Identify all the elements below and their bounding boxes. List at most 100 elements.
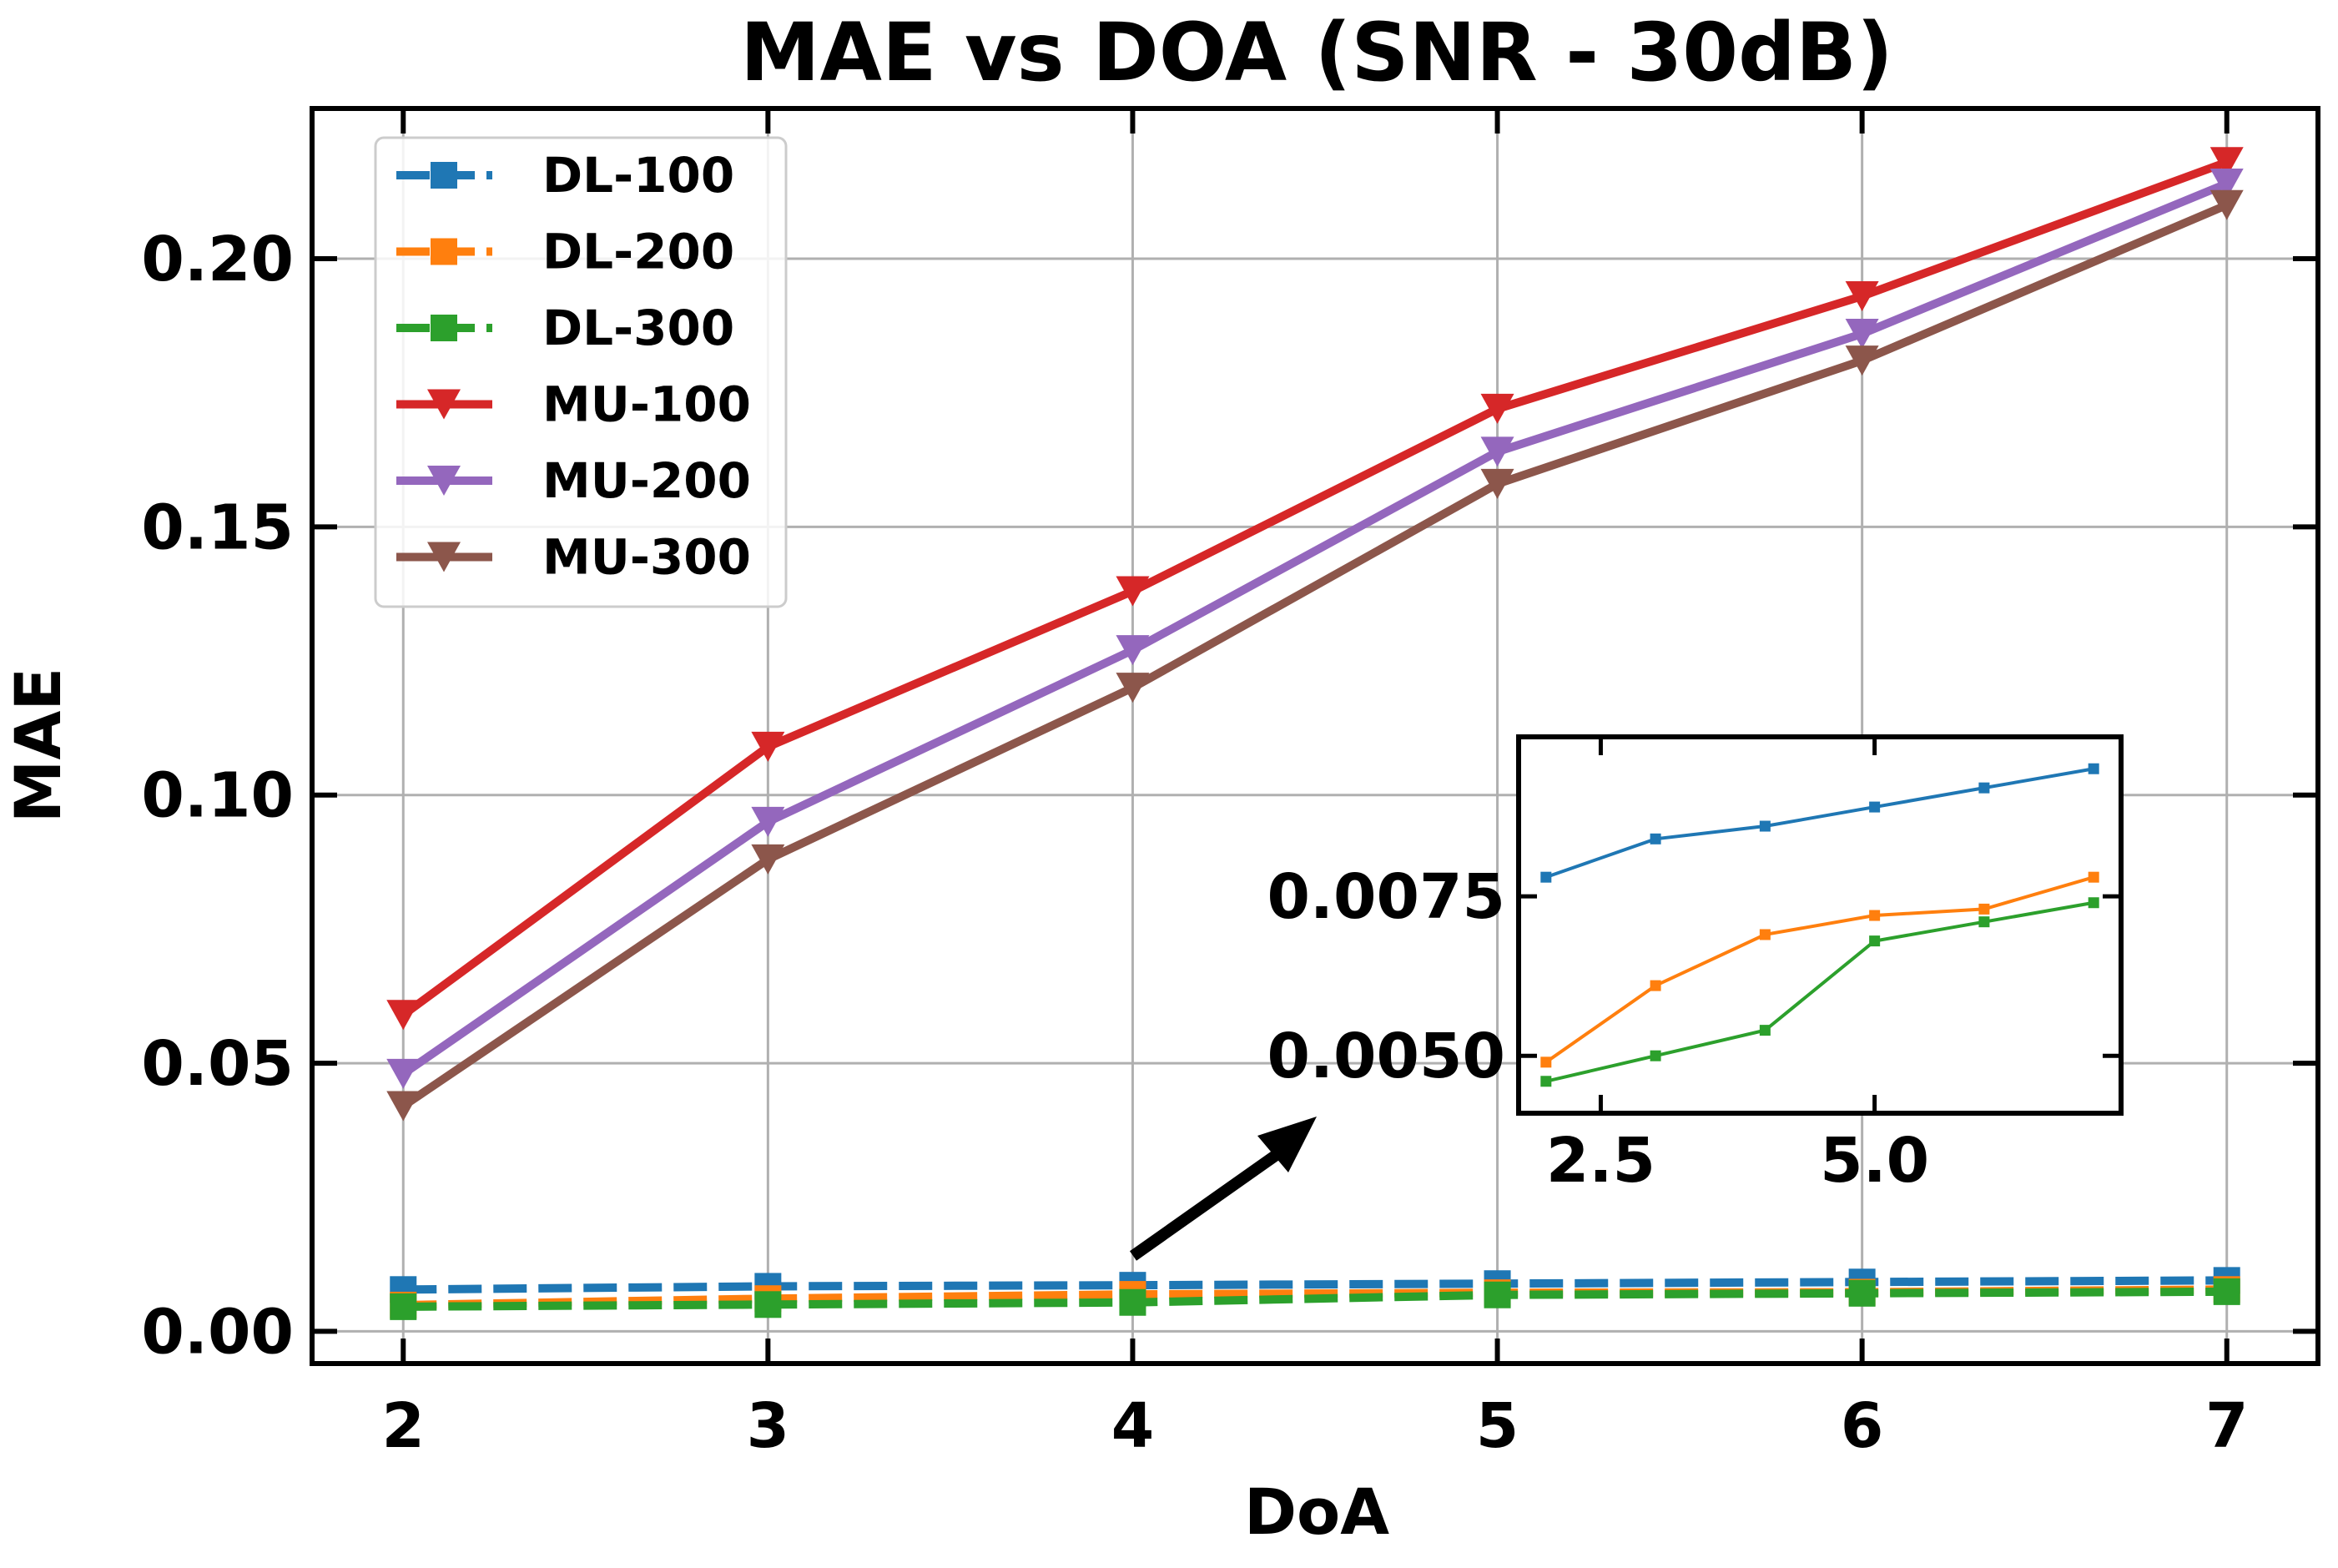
series-line-dl-300 — [403, 1287, 2227, 1311]
series-line-mu-100 — [401, 158, 2229, 1019]
legend-label-mu-200: MU-200 — [542, 452, 751, 509]
legend-item-dl-200: DL-200 — [396, 224, 734, 280]
legend-label-dl-200: DL-200 — [542, 224, 734, 280]
legend-marker-dl-200 — [431, 238, 457, 265]
inset-point-dl-100 — [1759, 820, 1771, 832]
arrow-shaft — [1129, 1145, 1287, 1261]
legend-label-dl-100: DL-100 — [542, 147, 734, 204]
data-point-mu-100 — [1116, 576, 1150, 607]
inset-series-dl-100 — [1540, 763, 2099, 883]
data-point-mu-300 — [1480, 468, 1514, 499]
data-point-mu-100 — [1845, 280, 1879, 311]
data-point-mu-300 — [1845, 345, 1879, 376]
inset-point-dl-200 — [1869, 910, 1881, 921]
legend-marker-mu-200 — [427, 466, 461, 496]
y-tick-label: 0.00 — [141, 1296, 294, 1368]
inset-point-dl-100 — [1540, 871, 1552, 883]
inset-y-tick-label: 0.0050 — [1267, 1021, 1505, 1092]
legend-marker-mu-300 — [427, 542, 461, 572]
data-point-mu-200 — [1845, 318, 1879, 349]
inset-line-dl-300 — [1545, 900, 2094, 1083]
series-mu-300 — [386, 189, 2244, 1122]
data-point-dl-300 — [1119, 1288, 1146, 1316]
data-point-mu-100 — [751, 731, 785, 762]
inset-point-dl-300 — [1650, 1050, 1661, 1061]
inset-point-dl-100 — [1650, 833, 1661, 845]
data-point-mu-200 — [2210, 168, 2244, 199]
y-tick-label: 0.05 — [141, 1028, 294, 1100]
x-axis-label: DoA — [1244, 1475, 1389, 1549]
inset-point-dl-300 — [1759, 1025, 1771, 1036]
data-point-dl-300 — [2213, 1278, 2240, 1305]
legend-label-mu-100: MU-100 — [542, 376, 751, 433]
data-point-mu-100 — [1480, 393, 1514, 424]
legend-marker-dl-100 — [431, 162, 457, 189]
legend-item-dl-300: DL-300 — [396, 300, 734, 356]
y-tick-label: 0.10 — [141, 760, 294, 832]
data-point-dl-300 — [754, 1291, 782, 1318]
legend-marker-dl-300 — [431, 315, 457, 341]
inset-ticks: 2.5 5.0 0.0050 0.0075 — [1267, 737, 2121, 1197]
inset-chart: 2.5 5.0 0.0050 0.0075 — [1267, 734, 2124, 1197]
data-point-mu-300 — [751, 844, 785, 875]
y-axis-label: MAE — [1, 668, 75, 823]
inset-point-dl-200 — [1650, 980, 1661, 991]
x-tick-label: 5 — [1476, 1390, 1519, 1462]
chart-title: MAE vs DOA (SNR - 30dB) — [740, 6, 1893, 99]
arrow-head — [1257, 1117, 1317, 1172]
y-tick-label: 0.15 — [141, 492, 294, 563]
inset-plot-frame — [1516, 734, 2124, 1116]
data-point-dl-300 — [1484, 1281, 1511, 1308]
main-ticks: 2 3 4 5 6 7 0.00 0.05 0.10 0.15 0.20 — [141, 108, 2318, 1462]
legend-item-mu-200: MU-200 — [396, 452, 751, 509]
inset-point-dl-300 — [2088, 897, 2099, 909]
inset-line-dl-100 — [1545, 767, 2094, 880]
data-point-mu-100 — [386, 1000, 421, 1031]
inset-point-dl-200 — [1759, 929, 1771, 940]
data-point-mu-100 — [2210, 147, 2244, 178]
data-point-dl-300 — [390, 1293, 417, 1320]
x-tick-label: 2 — [382, 1390, 426, 1462]
inset-x-tick-label: 5.0 — [1820, 1125, 1929, 1197]
series-mu-200 — [386, 168, 2244, 1089]
inset-point-dl-300 — [1978, 916, 1990, 928]
y-tick-label: 0.20 — [141, 224, 294, 295]
inset-point-dl-300 — [1540, 1076, 1552, 1087]
inset-series-dl-300 — [1540, 897, 2099, 1087]
legend-box — [374, 136, 788, 608]
legend: DL-100 DL-200 DL-300 MU-100 MU-200 MU-300 — [374, 136, 788, 608]
data-point-mu-200 — [1480, 436, 1514, 467]
inset-point-dl-200 — [2088, 871, 2099, 883]
data-point-mu-300 — [2210, 189, 2244, 220]
series-line-dl-100 — [403, 1276, 2227, 1294]
inset-series — [1540, 763, 2099, 1087]
legend-items: DL-100 DL-200 DL-300 MU-100 MU-200 MU-300 — [396, 147, 751, 586]
series-line-mu-300 — [401, 201, 2229, 1110]
data-point-mu-200 — [1116, 635, 1150, 666]
inset-series-dl-200 — [1540, 871, 2099, 1068]
data-point-mu-300 — [386, 1091, 421, 1122]
inset-point-dl-100 — [1978, 782, 1990, 794]
x-tick-label: 4 — [1111, 1390, 1155, 1462]
inset-point-dl-200 — [1978, 903, 1990, 915]
x-tick-label: 6 — [1841, 1390, 1884, 1462]
data-point-mu-300 — [1116, 673, 1150, 703]
series-dl-300 — [390, 1278, 2240, 1320]
main-series — [386, 147, 2244, 1320]
inset-line-dl-200 — [1544, 875, 2094, 1064]
main-plot-frame — [310, 106, 2320, 1366]
legend-label-mu-300: MU-300 — [542, 529, 751, 586]
x-tick-label: 3 — [747, 1390, 790, 1462]
inset-point-dl-100 — [1869, 801, 1881, 813]
series-line-mu-200 — [401, 179, 2229, 1078]
legend-item-dl-100: DL-100 — [396, 147, 734, 204]
inset-x-tick-label: 2.5 — [1546, 1125, 1655, 1197]
inset-point-dl-100 — [2088, 763, 2099, 774]
inset-point-dl-200 — [1540, 1056, 1552, 1068]
annotation-arrow — [1129, 1117, 1317, 1261]
data-point-mu-200 — [751, 806, 785, 837]
legend-label-dl-300: DL-300 — [542, 300, 734, 356]
inset-point-dl-300 — [1869, 935, 1881, 947]
legend-marker-mu-100 — [427, 389, 461, 420]
